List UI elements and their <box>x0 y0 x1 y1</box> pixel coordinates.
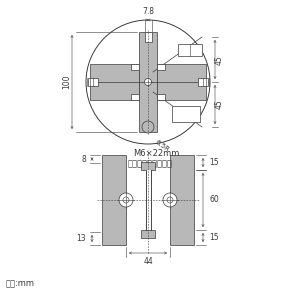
Text: 7.8: 7.8 <box>142 7 154 16</box>
Text: 20R: 20R <box>177 116 191 122</box>
Bar <box>131 64 139 70</box>
Text: 6.5R: 6.5R <box>154 139 170 153</box>
Circle shape <box>123 197 129 203</box>
Text: 60: 60 <box>209 196 219 205</box>
Bar <box>198 78 208 86</box>
Circle shape <box>119 193 133 207</box>
Text: 100: 100 <box>62 75 71 89</box>
Circle shape <box>145 79 152 86</box>
Text: 13: 13 <box>76 234 86 243</box>
Bar <box>141 162 155 170</box>
Polygon shape <box>170 155 194 245</box>
Bar <box>157 94 165 100</box>
Bar <box>88 78 98 86</box>
Bar <box>131 94 139 100</box>
Circle shape <box>167 197 173 203</box>
Bar <box>139 32 157 132</box>
Bar <box>178 44 202 56</box>
Circle shape <box>163 193 177 207</box>
Text: 10: 10 <box>191 47 200 53</box>
Text: M6×22mm: M6×22mm <box>133 149 179 158</box>
Bar <box>145 32 152 42</box>
Circle shape <box>142 121 154 133</box>
Text: 45: 45 <box>215 55 224 65</box>
Polygon shape <box>102 155 126 245</box>
Bar <box>172 106 200 122</box>
Text: 8: 8 <box>81 154 86 164</box>
Text: 単位:mm: 単位:mm <box>6 279 35 288</box>
Bar <box>90 64 139 100</box>
Text: 10: 10 <box>179 47 188 53</box>
Bar <box>141 230 155 238</box>
Text: 15: 15 <box>209 233 219 242</box>
Text: 15: 15 <box>209 158 219 167</box>
Text: 27R: 27R <box>177 109 191 115</box>
Text: 45: 45 <box>215 99 224 109</box>
Bar <box>157 64 165 70</box>
Bar <box>157 64 206 100</box>
Bar <box>146 170 151 230</box>
Text: 44: 44 <box>143 257 153 266</box>
Text: （六角稴付ボルト）: （六角稴付ボルト） <box>128 160 173 169</box>
